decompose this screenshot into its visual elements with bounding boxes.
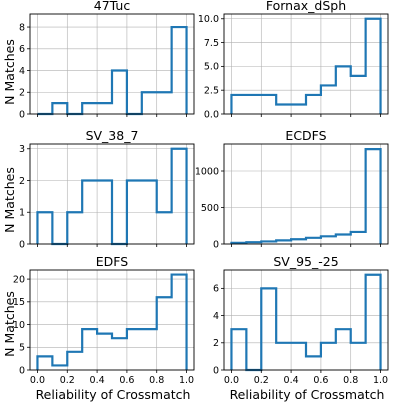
y-tick-label: 500: [201, 203, 219, 214]
x-tick-label: 0.6: [119, 375, 134, 386]
ylabel-middle: N Matches: [2, 167, 17, 233]
x-tick-label: 0.4: [284, 375, 299, 386]
panel-2: 0 1 2 3 SV_38_7: [19, 128, 195, 250]
y-tick-label: 0: [213, 239, 219, 250]
y-tick-label: 2.5: [204, 85, 219, 96]
ylabel-bottom: N Matches: [2, 291, 17, 357]
y-tick-label: 6: [19, 44, 25, 55]
y-tick-label: 4: [19, 66, 25, 77]
y-tick-label: 5.0: [204, 62, 219, 73]
x-tick-label: 0.0: [224, 375, 239, 386]
y-tick-label: 2: [213, 338, 219, 349]
y-tick-label: 0: [19, 365, 25, 376]
axes-frame: [223, 143, 389, 245]
panel-title: EDFS: [96, 254, 128, 269]
panel-3: 0 500 1000 ECDFS: [195, 128, 389, 250]
y-tick-label: 4: [213, 311, 219, 322]
y-tick-label: 0: [19, 239, 25, 250]
y-tick-label: 15: [13, 297, 25, 308]
panel-title: Fornax_dSph: [266, 0, 346, 13]
axes-frame: [223, 269, 389, 371]
histogram-series: [36, 273, 188, 370]
y-tick-label: 8: [19, 22, 25, 33]
histogram-series: [230, 273, 382, 372]
x-tick-label: 0.8: [149, 375, 164, 386]
ylabel-top: N Matches: [2, 39, 17, 105]
y-tick-label: 6: [213, 284, 219, 295]
y-tick-label: 0: [213, 365, 219, 376]
axes-frame: [29, 13, 195, 115]
axes-frame: [29, 143, 195, 245]
y-tick-label: 3: [19, 144, 25, 155]
panel-title: 47Tuc: [94, 0, 131, 13]
y-tick-label: 10.0: [198, 14, 219, 25]
y-tick-label: 10: [13, 320, 25, 331]
axes-frame: [223, 13, 389, 115]
panel-title: ECDFS: [285, 128, 326, 143]
x-tick-label: 0.8: [343, 375, 358, 386]
y-tick-label: 0.0: [204, 109, 219, 120]
histogram-series: [230, 148, 382, 245]
x-tick-label: 0.2: [254, 375, 269, 386]
x-tick-label: 0.6: [313, 375, 328, 386]
panel-0: 0 2 4 6 8 47Tuc: [19, 0, 195, 120]
histogram-series: [37, 25, 188, 116]
axes-frame: [29, 269, 195, 371]
histogram-series: [230, 17, 382, 114]
panel-5: 0 2 4 6 0.0 0.2 0.4 0.6 0.8 1.0 SV_95_-25: [213, 254, 389, 386]
x-tick-label: 0.0: [30, 375, 45, 386]
panel-title: SV_95_-25: [273, 254, 338, 269]
y-tick-label: 2: [19, 176, 25, 187]
y-tick-label: 0: [19, 109, 25, 120]
y-tick-label: 20: [13, 274, 25, 285]
panel-title: SV_38_7: [86, 128, 139, 143]
panel-1: 0.0 2.5 5.0 7.5 10.0 Fornax_dSph: [198, 0, 389, 120]
x-tick-label: 0.2: [60, 375, 75, 386]
x-tick-label: 0.4: [90, 375, 105, 386]
y-tick-label: 7.5: [204, 38, 219, 49]
y-tick-label: 1: [19, 208, 25, 219]
histogram-series: [36, 147, 188, 246]
panels-group: 0 2 4 6 8 47Tuc 0.0 2.5 5.0 7.5 10.0 Fornax_dSph 0 1 2…: [13, 0, 389, 386]
y-tick-label: 1000: [195, 166, 219, 177]
x-tick-label: 1.0: [179, 375, 194, 386]
y-tick-label: 2: [19, 88, 25, 99]
panel-4: 0 5 10 15 20 0.0 0.2 0.4 0.6 0.8 1.0 EDFS: [13, 254, 195, 386]
y-tick-label: 5: [19, 343, 25, 354]
xlabel-right: Reliability of Crossmatch: [230, 387, 385, 402]
xlabel-left: Reliability of Crossmatch: [36, 387, 191, 402]
x-tick-label: 1.0: [373, 375, 388, 386]
